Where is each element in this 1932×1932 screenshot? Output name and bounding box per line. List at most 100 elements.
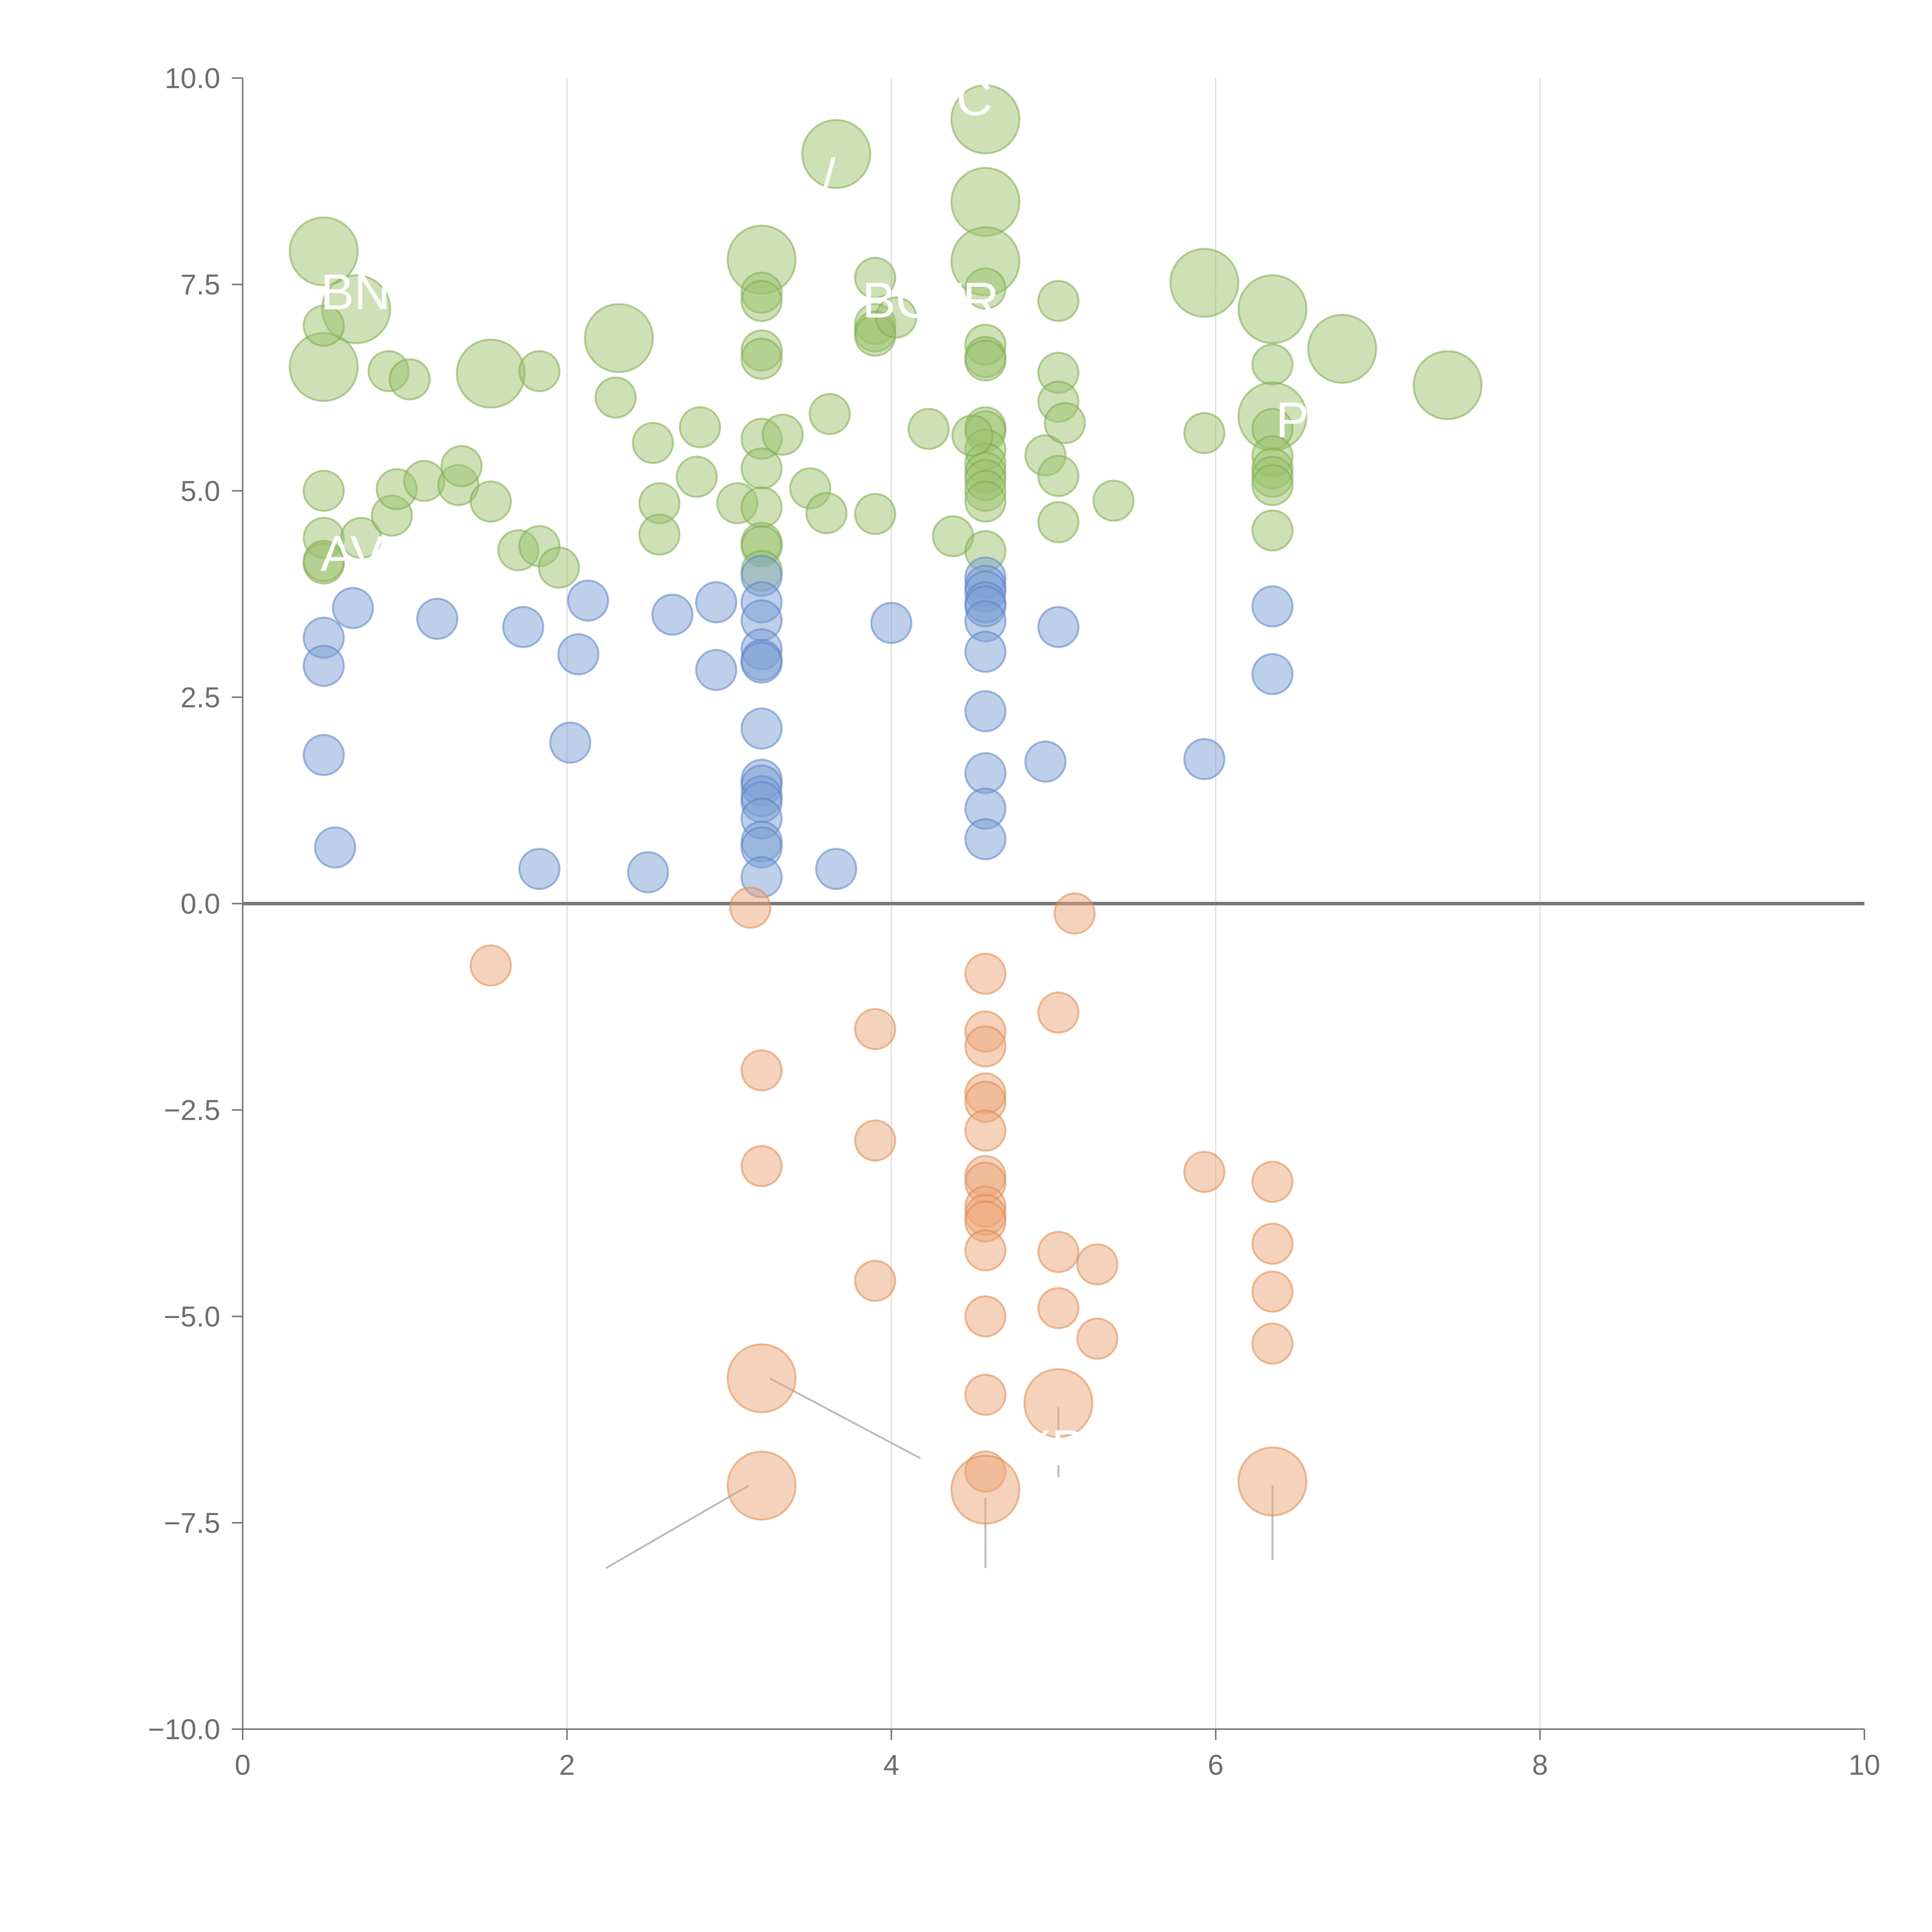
data-point-negative [964,1374,1007,1416]
data-point-negative [854,1260,896,1302]
data-point-positive-low [1024,740,1067,783]
data-point-negative [740,1145,783,1187]
data-point-negative [854,1119,896,1162]
y-tick-label: −10.0 [148,1713,220,1745]
data-point-positive-low [303,734,345,776]
x-tick-label: 2 [559,1749,575,1781]
y-tick-label: 5.0 [180,475,220,507]
point-label: XP [1018,1419,1085,1476]
data-point-positive-low [815,848,857,890]
data-point-negative [964,1109,1007,1152]
data-point-negative [1237,1446,1308,1517]
data-point-positive-low [651,594,694,636]
data-point-positive-high [808,393,851,435]
data-points-layer [289,84,1483,1525]
data-point-positive-high [1251,343,1294,386]
y-tick-label: −2.5 [164,1094,220,1126]
data-point-positive-high [907,408,950,450]
data-point-negative [964,1295,1007,1338]
data-point-positive-high [679,406,721,449]
data-point-negative [729,886,772,929]
y-tick-label: −7.5 [164,1507,220,1539]
data-point-positive-high [1251,509,1294,552]
data-point-positive-low [1251,585,1294,628]
data-point-positive-high [740,280,783,322]
data-point-positive-high [762,413,804,456]
data-point-positive-high [1183,412,1226,454]
x-tick-label: 0 [235,1749,250,1781]
leader-line [769,1377,921,1459]
data-point-positive-high [1037,455,1080,497]
point-label-layer: BN C BCTR P AV / I XP [320,70,1309,1476]
data-point-positive-high [950,84,1020,155]
data-point-positive-high [303,304,345,347]
data-point-positive-high [1251,464,1294,506]
x-tick-label: 6 [1208,1749,1224,1781]
data-point-positive-low [964,690,1007,733]
data-point-positive-low [740,641,783,684]
data-point-positive-high [1237,274,1308,344]
data-point-negative [1251,1223,1294,1265]
data-point-positive-high [584,303,654,373]
x-tick-label: 8 [1532,1749,1548,1781]
data-point-positive-low [695,581,738,624]
data-point-positive-low [1183,738,1226,781]
data-point-positive-low [870,602,913,644]
data-point-positive-high [303,469,345,512]
data-point-negative [726,1451,797,1521]
data-point-positive-low [740,707,783,750]
data-point-positive-high [1044,402,1086,444]
data-point-negative [1251,1270,1294,1313]
data-point-positive-low [518,848,561,890]
data-point-positive-low [964,631,1007,673]
data-point-positive-high [1037,501,1080,543]
data-point-positive-high [340,517,382,559]
data-point-negative [964,1229,1007,1272]
data-point-negative [1183,1151,1226,1193]
data-point-positive-high [964,339,1007,382]
data-point-positive-high [388,358,431,401]
data-point-positive-high [950,167,1020,237]
point-label: I [726,536,740,592]
data-point-positive-high [632,422,674,464]
data-point-negative [1251,1322,1294,1365]
data-point-positive-high [594,376,637,419]
leader-line [845,482,869,516]
x-tick-label: 10 [1849,1749,1880,1781]
data-point-positive-high [740,337,783,380]
data-point-negative [1251,1161,1294,1203]
y-tick-label: −5.0 [164,1301,220,1333]
data-point-positive-low [695,649,738,691]
y-tick-label: 0.0 [180,888,220,920]
leader-line [605,1485,749,1569]
data-point-positive-low [549,721,592,764]
data-point-positive-high [854,493,896,535]
data-point-positive-high [518,350,561,392]
data-point-positive-low [314,826,356,869]
data-point-positive-low [502,606,544,648]
data-point-positive-low [416,597,459,640]
data-point-positive-low [627,851,669,893]
data-point-positive-low [567,579,609,622]
point-label: P [1276,391,1309,448]
data-point-positive-high [740,486,783,529]
data-point-positive-high [1169,248,1240,318]
data-point-positive-high [440,445,483,487]
data-point-positive-high [1412,350,1483,420]
data-point-positive-high [854,257,896,299]
point-label: AV [320,525,384,582]
data-point-positive-high [951,414,994,457]
data-point-positive-high [1307,314,1378,384]
data-point-positive-high [1037,280,1080,322]
y-tick-label: 2.5 [180,681,220,713]
point-label: / [821,148,836,204]
data-point-negative [1053,892,1096,935]
y-tick-label: 10.0 [165,62,220,94]
data-point-positive-high [289,216,359,287]
data-point-positive-high [303,540,345,582]
data-point-positive-high [456,338,526,409]
data-point-negative [740,1049,783,1092]
data-point-negative [726,1343,797,1413]
data-point-positive-low [557,633,600,675]
